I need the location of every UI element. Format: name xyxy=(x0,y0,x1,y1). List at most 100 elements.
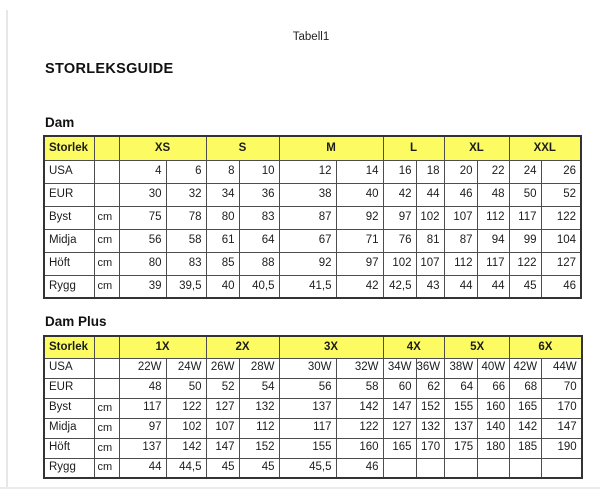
value-cell: 80 xyxy=(205,205,240,230)
value-cell: 92 xyxy=(278,251,337,276)
value-cell: 52 xyxy=(205,377,240,399)
value-cell: 78 xyxy=(165,205,207,230)
row-label: Höft xyxy=(43,437,95,459)
value-cell xyxy=(444,457,479,479)
value-cell: 185 xyxy=(509,437,543,459)
value-cell: 44 xyxy=(118,457,167,479)
value-cell: 137 xyxy=(118,437,167,459)
value-cell: 32 xyxy=(165,182,207,207)
row-label: Rygg xyxy=(43,457,95,479)
value-cell: 14 xyxy=(335,159,384,184)
value-cell: 122 xyxy=(165,397,207,419)
value-cell: 102 xyxy=(415,205,445,230)
value-cell xyxy=(382,457,417,479)
value-cell: 117 xyxy=(476,251,510,276)
size-group-header: S xyxy=(205,135,280,161)
value-cell: 142 xyxy=(509,417,543,439)
value-cell: 122 xyxy=(335,417,384,439)
value-cell: 20 xyxy=(443,159,478,184)
value-cell: 46 xyxy=(443,182,478,207)
value-cell: 80 xyxy=(118,251,167,276)
value-cell: 107 xyxy=(443,205,478,230)
value-cell: 175 xyxy=(444,437,479,459)
value-cell: 38 xyxy=(278,182,337,207)
value-cell: 38W xyxy=(444,357,479,379)
value-cell xyxy=(541,457,583,479)
value-cell: 112 xyxy=(238,417,280,439)
value-cell: 165 xyxy=(509,397,543,419)
unit-label: cm xyxy=(93,228,120,253)
value-cell: 155 xyxy=(278,437,337,459)
scan-artifact-bottom xyxy=(0,487,600,489)
value-cell xyxy=(477,457,511,479)
value-cell: 44W xyxy=(541,357,583,379)
value-cell: 71 xyxy=(335,228,384,253)
value-cell: 147 xyxy=(382,397,417,419)
value-cell: 36W xyxy=(415,357,446,379)
table-row: Byst cm 75 78 80 83 87 92 97 102 107 112 117 122 xyxy=(43,205,582,230)
row-label: USA xyxy=(43,159,95,184)
value-cell: 8 xyxy=(205,159,240,184)
value-cell: 117 xyxy=(118,397,167,419)
unit-label: cm xyxy=(93,397,120,419)
size-group-header: 5X xyxy=(444,335,511,359)
value-cell: 117 xyxy=(278,417,337,439)
value-cell: 44 xyxy=(476,274,510,299)
size-group-header: M xyxy=(278,135,384,161)
value-cell: 26W xyxy=(205,357,240,379)
unit-label: cm xyxy=(93,274,120,299)
size-column-header: Storlek xyxy=(43,135,95,161)
unit-label: cm xyxy=(93,437,120,459)
value-cell: 4 xyxy=(118,159,167,184)
value-cell: 26 xyxy=(540,159,582,184)
row-label: Midja xyxy=(43,417,95,439)
value-cell: 42,5 xyxy=(382,274,417,299)
value-cell: 104 xyxy=(540,228,582,253)
value-cell: 165 xyxy=(382,437,417,459)
value-cell: 132 xyxy=(238,397,280,419)
value-cell: 88 xyxy=(238,251,280,276)
value-cell: 40,5 xyxy=(238,274,280,299)
value-cell: 46 xyxy=(540,274,582,299)
value-cell: 140 xyxy=(477,417,511,439)
value-cell: 24 xyxy=(508,159,542,184)
value-cell: 45 xyxy=(508,274,542,299)
value-cell: 97 xyxy=(335,251,384,276)
value-cell: 50 xyxy=(165,377,207,399)
value-cell: 44 xyxy=(443,274,478,299)
value-cell: 81 xyxy=(415,228,445,253)
value-cell: 170 xyxy=(541,397,583,419)
value-cell: 58 xyxy=(335,377,384,399)
row-label: Byst xyxy=(43,397,95,419)
value-cell: 132 xyxy=(415,417,446,439)
value-cell: 170 xyxy=(415,437,446,459)
table-row: USA 4 6 8 10 12 14 16 18 20 22 24 26 xyxy=(43,159,582,184)
value-cell: 16 xyxy=(382,159,417,184)
value-cell: 127 xyxy=(382,417,417,439)
unit-label xyxy=(93,357,120,379)
value-cell: 56 xyxy=(278,377,337,399)
table-row: USA 22W 24W 26W 28W 30W 32W 34W 36W 38W 40W 42W 44W xyxy=(43,357,583,379)
value-cell: 102 xyxy=(165,417,207,439)
table-title-dam: Dam xyxy=(45,115,75,130)
value-cell: 97 xyxy=(118,417,167,439)
table-row: EUR 48 50 52 54 56 58 60 62 64 66 68 70 xyxy=(43,377,583,399)
value-cell: 87 xyxy=(443,228,478,253)
value-cell: 36 xyxy=(238,182,280,207)
size-group-header: 1X xyxy=(118,335,207,359)
value-cell xyxy=(415,457,446,479)
value-cell: 152 xyxy=(415,397,446,419)
sheet-label: Tabell1 xyxy=(292,31,330,43)
value-cell: 122 xyxy=(540,205,582,230)
value-cell: 62 xyxy=(415,377,446,399)
value-cell: 41,5 xyxy=(278,274,337,299)
table-row: Midja cm 56 58 61 64 67 71 76 81 87 94 99 104 xyxy=(43,228,582,253)
table-row: EUR 30 32 34 36 38 40 42 44 46 48 50 52 xyxy=(43,182,582,207)
value-cell: 52 xyxy=(540,182,582,207)
value-cell: 34 xyxy=(205,182,240,207)
value-cell: 22W xyxy=(118,357,167,379)
unit-label xyxy=(93,159,120,184)
size-group-header: 3X xyxy=(278,335,384,359)
value-cell: 40W xyxy=(477,357,511,379)
value-cell: 42 xyxy=(382,182,417,207)
